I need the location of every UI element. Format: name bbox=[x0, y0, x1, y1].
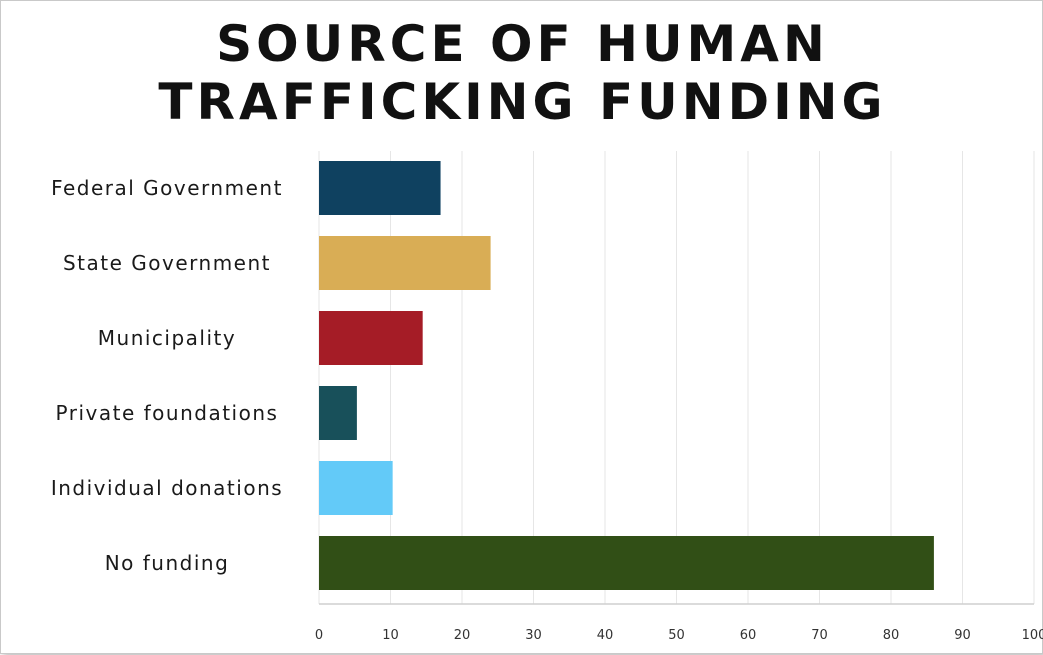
x-tick-label: 70 bbox=[811, 628, 828, 643]
x-tick-label: 100 bbox=[1022, 628, 1043, 643]
bar bbox=[319, 536, 934, 590]
bar bbox=[319, 461, 393, 515]
x-tick-label: 60 bbox=[740, 628, 757, 643]
bar bbox=[319, 386, 357, 440]
x-tick-label: 20 bbox=[454, 628, 471, 643]
category-label: Individual donations bbox=[51, 476, 283, 500]
bar bbox=[319, 311, 423, 365]
category-label: Federal Government bbox=[51, 176, 283, 200]
category-label: Municipality bbox=[98, 326, 236, 350]
x-tick-label: 30 bbox=[525, 628, 542, 643]
x-tick-label: 90 bbox=[954, 628, 971, 643]
x-axis: 0 10 20 30 40 50 60 70 80 90 100 bbox=[315, 603, 1043, 643]
bar bbox=[319, 236, 491, 290]
chart-title: SOURCE OF HUMAN TRAFFICKING FUNDING bbox=[158, 15, 887, 131]
x-tick-label: 40 bbox=[597, 628, 614, 643]
x-tick-label: 50 bbox=[668, 628, 685, 643]
gridlines bbox=[318, 151, 1035, 604]
x-tick-label: 80 bbox=[883, 628, 900, 643]
x-tick-label: 10 bbox=[382, 628, 399, 643]
category-label: No funding bbox=[105, 551, 230, 575]
x-tick-label: 0 bbox=[315, 628, 323, 643]
category-label: State Government bbox=[63, 251, 271, 275]
category-label: Private foundations bbox=[56, 401, 279, 425]
bars bbox=[319, 161, 934, 590]
category-labels: Federal Government State Government Munici… bbox=[51, 176, 283, 575]
bar bbox=[319, 161, 441, 215]
